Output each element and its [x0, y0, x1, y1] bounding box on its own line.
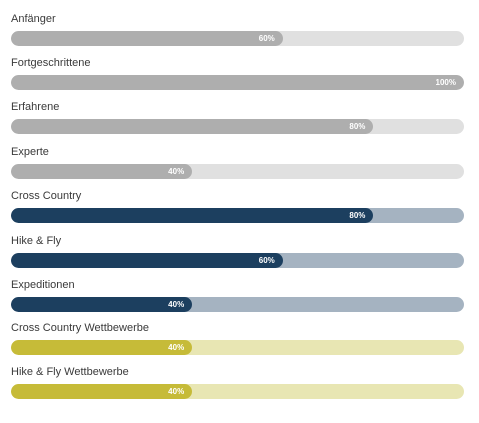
skill-bar-anfaenger: Anfänger 60%: [11, 13, 464, 46]
progress-fill: 40%: [11, 384, 193, 399]
skill-label: Cross Country Wettbewerbe: [11, 322, 149, 334]
skill-label: Anfänger: [11, 13, 56, 25]
progress-track: 40%: [11, 297, 464, 312]
progress-value: 40%: [168, 343, 185, 352]
progress-value: 40%: [168, 300, 185, 309]
skill-label: Hike & Fly Wettbewerbe: [11, 366, 129, 378]
skill-bar-expeditionen: Expeditionen 40%: [11, 279, 464, 312]
skill-bar-fortgeschrittene: Fortgeschrittene 100%: [11, 57, 464, 90]
skill-label: Cross Country: [11, 190, 82, 202]
skill-bar-erfahrene: Erfahrene 80%: [11, 101, 464, 134]
skill-bar-hike-and-fly-wettbewerbe: Hike & Fly Wettbewerbe 40%: [11, 366, 464, 399]
progress-track: 40%: [11, 384, 464, 399]
progress-track: 80%: [11, 208, 464, 223]
skill-bar-cross-country-wettbewerbe: Cross Country Wettbewerbe 40%: [11, 322, 464, 355]
progress-fill: 40%: [11, 164, 193, 179]
skill-label: Expeditionen: [11, 279, 75, 291]
progress-fill: 60%: [11, 253, 283, 268]
progress-fill: 100%: [11, 75, 464, 90]
progress-track: 60%: [11, 31, 464, 46]
skill-label: Experte: [11, 146, 49, 158]
progress-value: 40%: [168, 167, 185, 176]
progress-fill: 80%: [11, 208, 374, 223]
progress-fill: 40%: [11, 297, 193, 312]
progress-value: 60%: [258, 256, 275, 265]
progress-track: 40%: [11, 164, 464, 179]
progress-value: 80%: [349, 211, 366, 220]
progress-track: 80%: [11, 119, 464, 134]
skill-bar-hike-and-fly: Hike & Fly 60%: [11, 235, 464, 268]
progress-value: 100%: [435, 78, 456, 87]
skill-bar-experte: Experte 40%: [11, 146, 464, 179]
progress-fill: 40%: [11, 340, 193, 355]
progress-track: 100%: [11, 75, 464, 90]
progress-fill: 60%: [11, 31, 283, 46]
progress-value: 80%: [349, 122, 366, 131]
progress-track: 40%: [11, 340, 464, 355]
progress-value: 60%: [258, 34, 275, 43]
skill-label: Fortgeschrittene: [11, 57, 91, 69]
skill-label: Erfahrene: [11, 101, 60, 113]
progress-track: 60%: [11, 253, 464, 268]
progress-value: 40%: [168, 387, 185, 396]
progress-fill: 80%: [11, 119, 374, 134]
skill-label: Hike & Fly: [11, 235, 62, 247]
skill-bar-cross-country: Cross Country 80%: [11, 190, 464, 223]
